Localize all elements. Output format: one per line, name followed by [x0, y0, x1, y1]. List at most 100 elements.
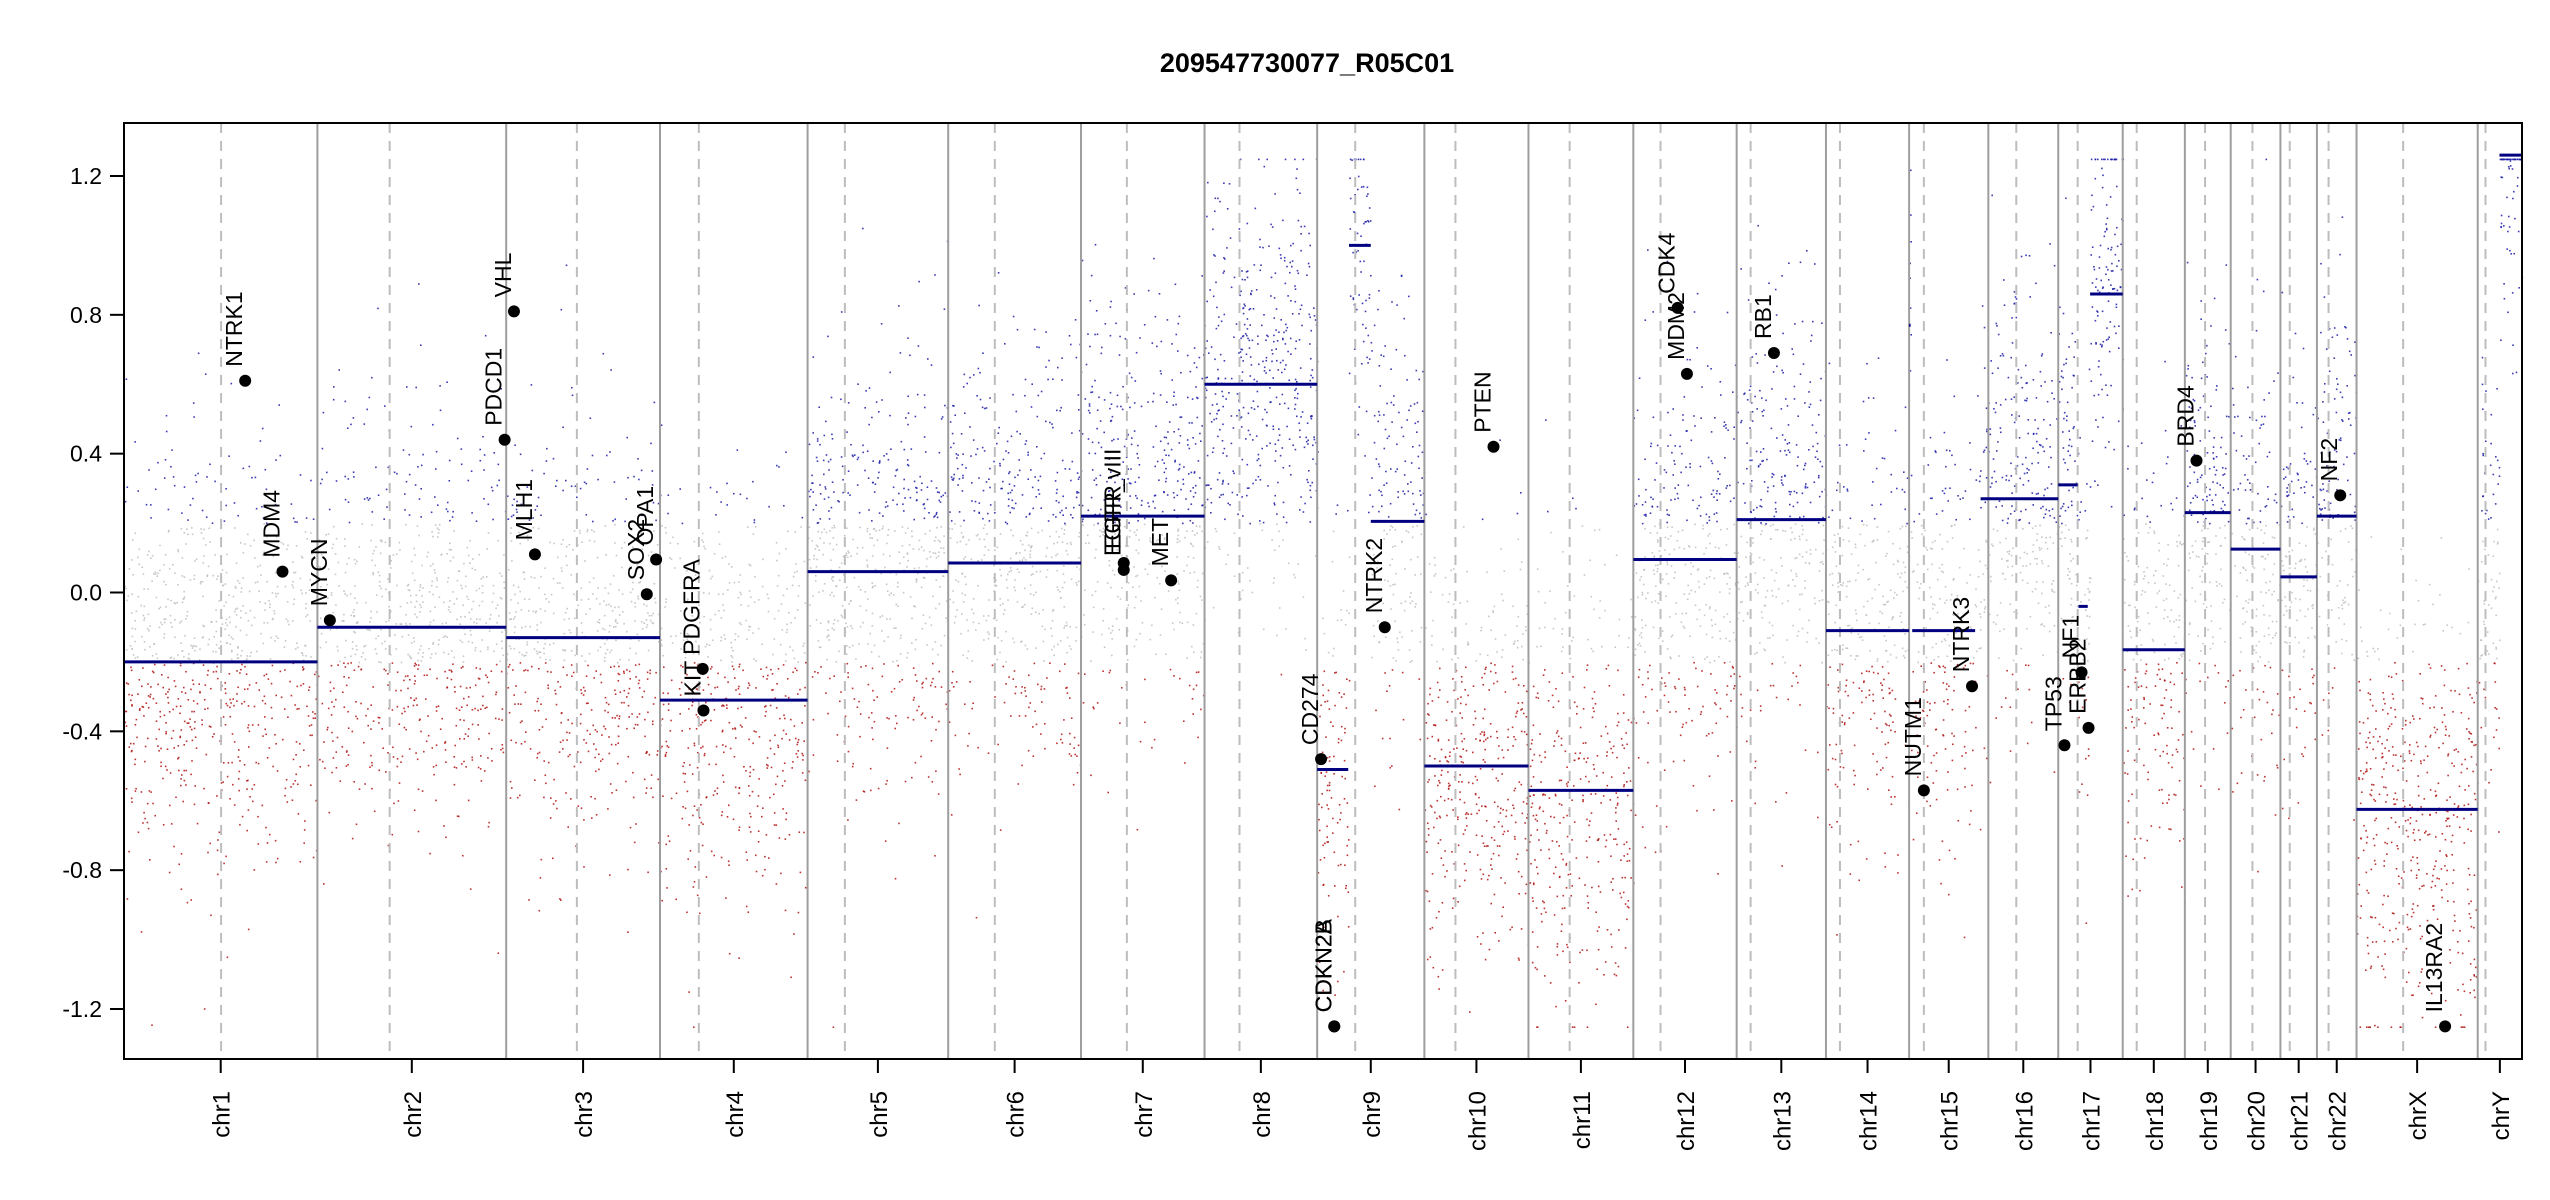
probe-point	[261, 505, 263, 508]
probe-point	[366, 497, 369, 499]
probe-point	[2116, 226, 2118, 229]
probe-point	[1649, 512, 1652, 514]
probe-point	[2079, 511, 2081, 513]
probe-point	[2445, 820, 2447, 822]
probe-point	[847, 725, 850, 728]
probe-point	[1553, 816, 1555, 819]
probe-point	[1427, 702, 1429, 705]
probe-point	[1949, 599, 1952, 601]
probe-point	[583, 481, 586, 484]
probe-point	[1935, 642, 1937, 645]
probe-point	[449, 600, 451, 602]
probe-point	[1091, 594, 1094, 597]
probe-point	[1201, 599, 1203, 601]
probe-point	[335, 537, 338, 540]
probe-point	[428, 591, 431, 593]
probe-point	[640, 621, 643, 623]
probe-point	[460, 448, 463, 450]
probe-point	[1511, 671, 1514, 673]
probe-point	[1076, 584, 1078, 586]
probe-point	[407, 589, 410, 591]
probe-point	[1873, 539, 1875, 542]
probe-point	[1015, 686, 1017, 688]
probe-point	[2022, 565, 2024, 567]
probe-point	[2245, 600, 2247, 602]
probe-point	[571, 386, 573, 389]
probe-point	[841, 616, 844, 618]
probe-point	[572, 549, 574, 551]
probe-point	[222, 781, 224, 783]
probe-point	[2493, 736, 2495, 739]
probe-point	[2048, 612, 2051, 614]
probe-point	[728, 804, 730, 807]
probe-point	[1726, 583, 1728, 585]
probe-point	[785, 818, 787, 821]
probe-point	[619, 658, 622, 661]
probe-point	[1475, 738, 1477, 740]
probe-point	[769, 796, 771, 799]
probe-point	[695, 688, 698, 690]
probe-point	[1657, 541, 1659, 543]
probe-point	[1991, 482, 1993, 485]
probe-point	[151, 1024, 153, 1026]
probe-point	[2268, 451, 2271, 454]
probe-point	[999, 598, 1001, 600]
probe-point	[1033, 594, 1035, 596]
probe-point	[867, 683, 870, 686]
probe-point	[1061, 742, 1064, 744]
probe-point	[2417, 785, 2420, 788]
probe-point	[1844, 690, 1847, 693]
probe-point	[259, 564, 262, 567]
probe-point	[2312, 578, 2314, 580]
probe-point	[754, 526, 757, 528]
probe-point	[272, 765, 274, 768]
probe-point	[1133, 606, 1136, 609]
probe-point	[1931, 541, 1934, 544]
probe-point	[2084, 593, 2086, 596]
probe-point	[1357, 158, 1360, 161]
probe-point	[235, 562, 238, 564]
probe-point	[1280, 257, 1282, 260]
probe-point	[1621, 744, 1624, 746]
probe-point	[1658, 637, 1660, 640]
probe-point	[1666, 648, 1669, 650]
probe-point	[1695, 667, 1697, 670]
probe-point	[1078, 476, 1081, 478]
probe-point	[1101, 633, 1103, 636]
probe-point	[982, 517, 984, 520]
probe-point	[1988, 613, 1991, 616]
probe-point	[1586, 818, 1588, 821]
probe-point	[1272, 425, 1274, 428]
probe-point	[586, 530, 589, 533]
probe-point	[626, 696, 628, 698]
probe-point	[1161, 459, 1164, 461]
probe-point	[1439, 839, 1442, 841]
probe-point	[1289, 261, 1291, 264]
probe-point	[198, 683, 200, 685]
probe-point	[332, 525, 335, 528]
probe-point	[165, 618, 167, 620]
probe-point	[1537, 872, 1539, 875]
probe-point	[375, 652, 378, 655]
probe-point	[2179, 593, 2182, 596]
probe-point	[1752, 509, 1755, 511]
probe-point	[1354, 194, 1356, 196]
probe-point	[185, 543, 187, 545]
probe-point	[2336, 378, 2338, 380]
probe-point	[2381, 752, 2384, 755]
probe-point	[1337, 980, 1339, 983]
probe-point	[243, 764, 246, 766]
probe-point	[1545, 419, 1547, 421]
probe-point	[2107, 247, 2109, 250]
probe-point	[2512, 372, 2514, 375]
probe-point	[501, 744, 504, 746]
probe-point	[1287, 350, 1289, 353]
probe-point	[828, 510, 830, 512]
probe-point	[2227, 520, 2230, 523]
probe-point	[2392, 697, 2395, 700]
probe-point	[2046, 547, 2049, 550]
probe-point	[2457, 806, 2459, 809]
probe-point	[2202, 603, 2205, 605]
probe-point	[1049, 535, 1051, 538]
probe-point	[826, 658, 828, 661]
